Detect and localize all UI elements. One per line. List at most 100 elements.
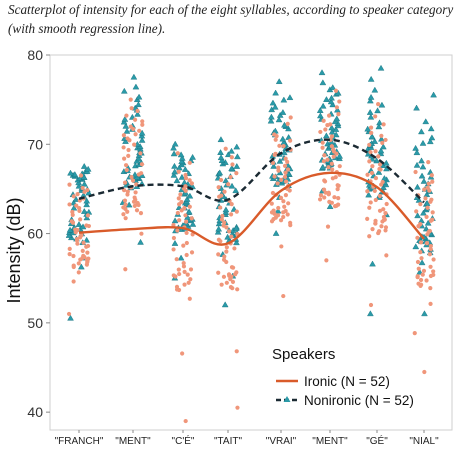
nonironic-point bbox=[233, 239, 240, 246]
ironic-point bbox=[380, 179, 385, 185]
ironic-point bbox=[140, 122, 145, 127]
ironic-point bbox=[229, 155, 234, 160]
ironic-point bbox=[277, 143, 282, 148]
ironic-point bbox=[424, 214, 429, 220]
ironic-point bbox=[171, 273, 176, 278]
ironic-point bbox=[282, 204, 287, 209]
nonironic-point bbox=[422, 225, 430, 232]
nonironic-point bbox=[430, 91, 437, 98]
ironic-regression-line bbox=[78, 171, 425, 246]
ironic-point bbox=[283, 179, 289, 184]
nonironic-point bbox=[70, 199, 78, 206]
ironic-point bbox=[234, 349, 239, 354]
ironic-point bbox=[232, 246, 237, 251]
ironic-point bbox=[333, 88, 339, 93]
ironic-point bbox=[415, 274, 420, 279]
ironic-point bbox=[220, 213, 225, 219]
nonironic-point bbox=[418, 157, 425, 164]
ironic-point bbox=[181, 261, 186, 266]
ironic-point bbox=[81, 240, 86, 245]
ironic-point bbox=[327, 199, 332, 205]
ironic-point bbox=[85, 187, 90, 193]
nonironic-point bbox=[367, 113, 375, 120]
nonironic-point bbox=[327, 98, 335, 105]
ironic-point bbox=[123, 216, 128, 221]
ironic-point bbox=[321, 159, 326, 164]
nonironic-point bbox=[326, 203, 334, 209]
ironic-point bbox=[412, 331, 417, 336]
ironic-point bbox=[427, 228, 432, 234]
ironic-point bbox=[76, 270, 81, 275]
ironic-point bbox=[288, 115, 293, 120]
ironic-point bbox=[322, 178, 327, 183]
nonironic-point bbox=[72, 196, 80, 202]
ironic-point bbox=[230, 279, 236, 284]
ironic-point bbox=[272, 174, 277, 179]
nonironic-point bbox=[420, 209, 427, 216]
nonironic-point bbox=[67, 314, 74, 321]
ironic-point bbox=[171, 222, 176, 228]
ironic-point bbox=[283, 170, 288, 175]
nonironic-point bbox=[376, 119, 383, 126]
ironic-point bbox=[226, 182, 231, 187]
nonironic-point bbox=[316, 107, 324, 113]
nonironic-point bbox=[371, 86, 379, 93]
nonironic-point bbox=[328, 94, 335, 101]
ironic-point bbox=[123, 267, 128, 272]
ironic-point bbox=[219, 282, 224, 287]
ironic-point bbox=[183, 184, 188, 189]
ironic-point bbox=[174, 257, 179, 262]
nonironic-point bbox=[280, 149, 288, 156]
nonironic-point bbox=[189, 220, 197, 227]
ironic-point bbox=[229, 202, 234, 207]
nonironic-point bbox=[367, 93, 375, 100]
ironic-point bbox=[139, 231, 144, 236]
ironic-point bbox=[176, 196, 181, 201]
ironic-point bbox=[270, 190, 276, 196]
ironic-point bbox=[125, 136, 130, 141]
nonironic-point bbox=[81, 180, 88, 187]
ironic-point bbox=[77, 205, 82, 211]
nonironic-point bbox=[418, 259, 426, 266]
ironic-point bbox=[86, 256, 91, 261]
ironic-point bbox=[73, 227, 78, 232]
nonironic-point bbox=[134, 110, 141, 117]
ironic-point bbox=[288, 220, 293, 225]
ironic-point bbox=[418, 222, 423, 227]
y-tick-label: 40 bbox=[27, 404, 43, 420]
ironic-point bbox=[424, 240, 430, 246]
ironic-point bbox=[373, 218, 378, 223]
ironic-point bbox=[423, 196, 428, 201]
ironic-point bbox=[175, 210, 180, 216]
nonironic-point bbox=[422, 118, 430, 125]
nonironic-point bbox=[377, 147, 385, 154]
ironic-point bbox=[331, 147, 336, 152]
nonironic-point bbox=[413, 161, 421, 168]
ironic-point bbox=[130, 178, 136, 183]
ironic-point bbox=[418, 277, 424, 283]
ironic-point bbox=[183, 213, 188, 218]
ironic-point bbox=[381, 214, 387, 220]
nonironic-point bbox=[224, 151, 232, 158]
nonironic-point bbox=[379, 143, 387, 150]
nonironic-point bbox=[171, 162, 178, 169]
plot-panel bbox=[49, 54, 453, 431]
nonironic-point bbox=[334, 106, 341, 113]
ironic-point bbox=[336, 112, 341, 117]
nonironic-point bbox=[216, 169, 224, 176]
legend-nonironic-marker bbox=[283, 396, 291, 402]
nonironic-point bbox=[233, 163, 241, 169]
ironic-point bbox=[188, 277, 193, 282]
ironic-point bbox=[328, 122, 333, 127]
ironic-point bbox=[422, 187, 427, 192]
ironic-point bbox=[182, 282, 187, 287]
ironic-point bbox=[273, 151, 278, 156]
ironic-point bbox=[418, 202, 423, 207]
nonironic-point bbox=[171, 168, 179, 175]
ironic-point bbox=[365, 189, 370, 194]
ironic-point bbox=[416, 266, 421, 271]
ironic-point bbox=[122, 180, 128, 185]
ironic-point bbox=[182, 206, 187, 211]
ironic-point bbox=[282, 174, 288, 179]
ironic-point bbox=[185, 272, 190, 277]
